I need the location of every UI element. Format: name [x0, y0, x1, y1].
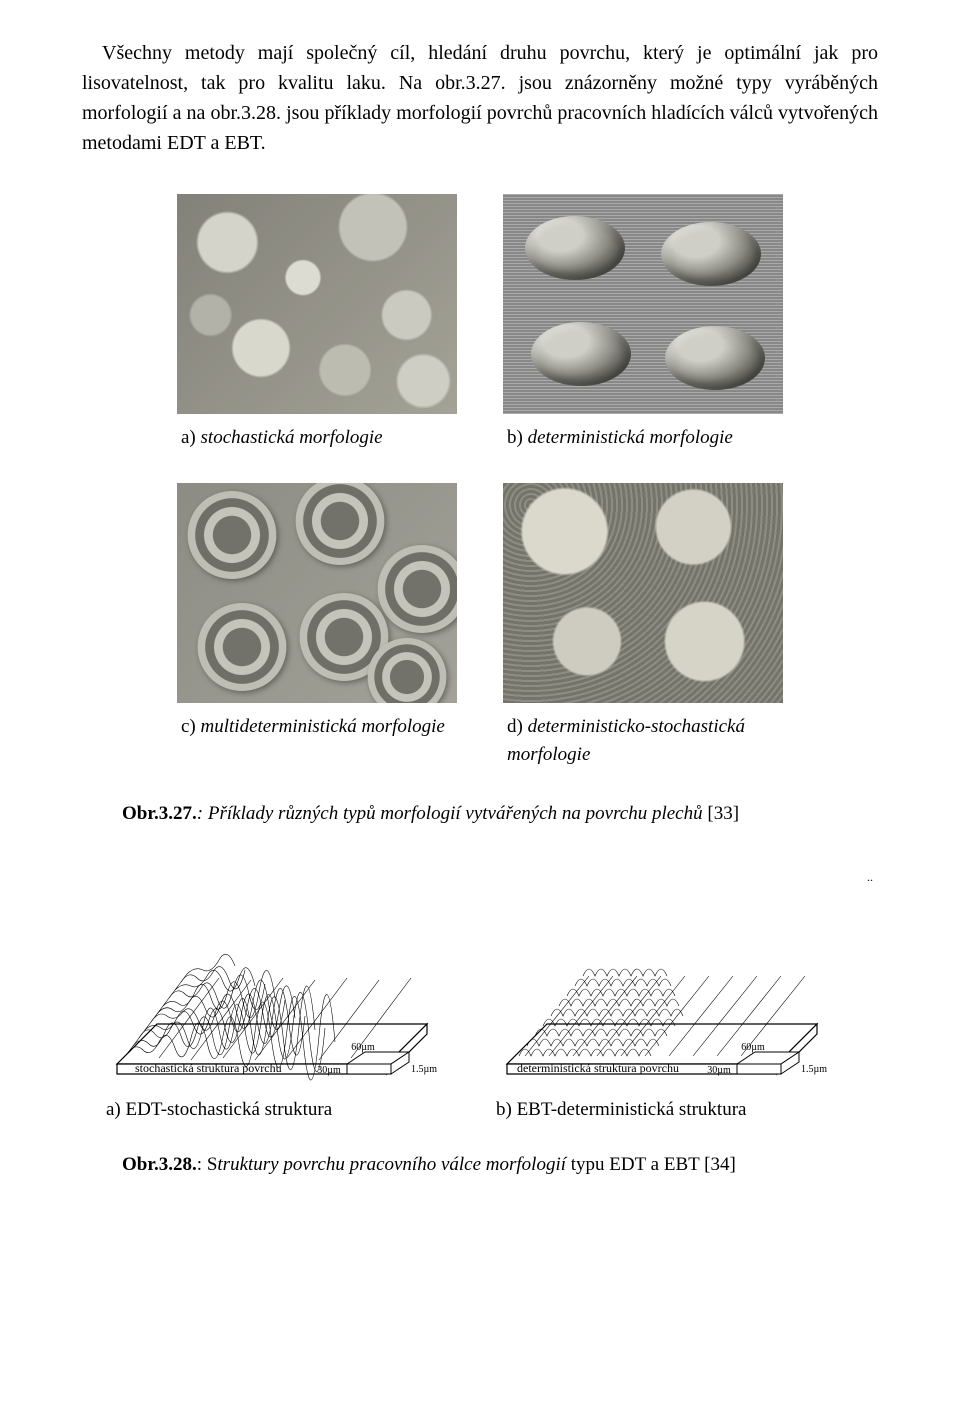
fig-tail: typu EDT a EBT [34] [571, 1154, 736, 1175]
scale-top: 60µm [351, 1042, 375, 1053]
caption-letter: c) [181, 716, 201, 737]
wireframe-right: 60µm 30µm 1.5µm deterministická struktur… [477, 864, 847, 1094]
caption-letter: d) [507, 716, 528, 737]
svg-text:1.5µm: 1.5µm [801, 1064, 827, 1075]
fig327-image-b [503, 194, 783, 414]
fig328-title: Obr.3.28.: Struktury povrchu pracovního … [122, 1151, 878, 1180]
caption-text: deterministicko-stochastická morfologie [507, 716, 745, 766]
caption-letter: a) [181, 427, 201, 448]
fig327-image-d [503, 483, 783, 703]
caption-text: multideterministická morfologie [201, 716, 445, 737]
caption-letter: b) [507, 427, 528, 448]
fig-number: Obr.3.28. [122, 1154, 197, 1175]
fig327-image-a [177, 194, 457, 414]
svg-text:deterministická struktura povr: deterministická struktura povrchu [517, 1061, 679, 1075]
fig327-row-ab [82, 194, 878, 414]
wireframe-row: 60µm 30µm 1.5µm stochastická struktura p… [82, 864, 878, 1094]
wireframe-svg-left: 60µm 30µm 1.5µm stochastická struktura p… [87, 864, 457, 1094]
caption-text: stochastická morfologie [201, 427, 383, 448]
wf-left-label: stochastická struktura povrchu [135, 1061, 282, 1075]
fig-desc: truktury povrchu pracovního válce morfol… [217, 1154, 570, 1175]
fig327-caption-c: c) multideterministická morfologie [177, 713, 457, 770]
intro-paragraph: Všechny metody mají společný cíl, hledán… [82, 38, 878, 158]
fig-ref: [33] [707, 803, 739, 824]
fig328-caption-a: a) EDT-stochastická struktura [100, 1096, 470, 1125]
fig328-caption-b: b) EBT-deterministická struktura [490, 1096, 860, 1125]
fig328-captions: a) EDT-stochastická struktura b) EBT-det… [82, 1096, 878, 1125]
wireframe-svg-right: 60µm 30µm 1.5µm deterministická struktur… [477, 864, 847, 1094]
fig327-captions-ab: a) stochastická morfologie b) determinis… [82, 424, 878, 453]
fig327-title: Obr.3.27.: Příklady různých typů morfolo… [122, 800, 878, 829]
fig327-row-cd [82, 483, 878, 703]
scale-mid: 30µm [317, 1065, 341, 1076]
caption-text: deterministická morfologie [528, 427, 733, 448]
fig327-caption-b: b) deterministická morfologie [503, 424, 783, 453]
fig327-caption-d: d) deterministicko-stochastická morfolog… [503, 713, 783, 770]
wireframe-left: 60µm 30µm 1.5µm stochastická struktura p… [87, 864, 457, 1094]
svg-text:30µm: 30µm [707, 1065, 731, 1076]
fig327-caption-a: a) stochastická morfologie [177, 424, 457, 453]
fig327-image-c [177, 483, 457, 703]
trailing-dots: .. [867, 868, 873, 1098]
fig327-captions-cd: c) multideterministická morfologie d) de… [82, 713, 878, 770]
scale-bot: 1.5µm [411, 1064, 437, 1075]
svg-text:60µm: 60µm [741, 1042, 765, 1053]
fig-desc: : Příklady různých typů morfologií vytvá… [197, 803, 708, 824]
fig-prefix: : S [197, 1154, 218, 1175]
fig-number: Obr.3.27. [122, 803, 197, 824]
